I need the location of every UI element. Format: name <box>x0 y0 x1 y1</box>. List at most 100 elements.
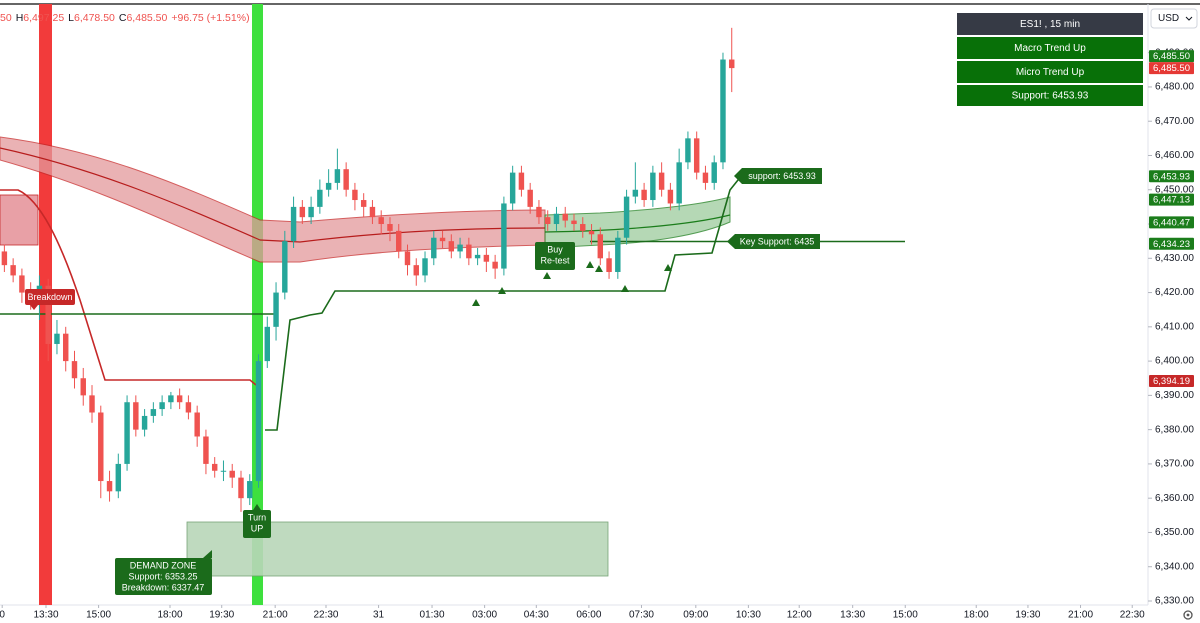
header-item: 6,485.50 <box>126 12 167 24</box>
candle-body <box>176 395 183 403</box>
x-tick-label: 06:00 <box>576 610 601 621</box>
candle-body <box>255 361 262 482</box>
candle-body <box>527 189 533 207</box>
candle-body <box>492 261 498 269</box>
y-tick-label: 6,410.00 <box>1155 321 1194 332</box>
turn-up-label: UP <box>251 523 264 533</box>
price-tag <box>1149 170 1194 183</box>
candle-body <box>168 395 174 403</box>
candle-body <box>501 203 507 269</box>
price-tag <box>1149 193 1194 206</box>
price-tag-label: 6,485.50 <box>1153 63 1190 74</box>
candle-body <box>98 412 104 482</box>
candle-body <box>404 251 411 266</box>
turn-up-label: Turn <box>248 512 266 522</box>
demand-zone-label: Support: 6353.25 <box>128 571 197 581</box>
y-tick-label: 6,470.00 <box>1155 116 1194 127</box>
dropdown-arrow <box>1185 16 1193 21</box>
candle-body <box>54 333 60 344</box>
price-tag-label: 6,394.19 <box>1153 376 1190 387</box>
y-tick-label: 6,340.00 <box>1155 561 1194 572</box>
breakdown-label: Breakdown <box>27 292 72 302</box>
green-ribbon-midline <box>544 214 731 233</box>
price-tag <box>1149 237 1194 250</box>
ohlc-header: 50 H 6,497.25 L 6,478.50 C 6,485.50 +96.75 (+1.… <box>0 12 250 24</box>
buy-retest-label: Buy <box>547 244 563 254</box>
tag-pointer <box>203 550 212 558</box>
candle-body <box>720 59 726 163</box>
green-signal-bar <box>252 4 263 605</box>
plot <box>0 4 905 605</box>
candle-body <box>729 59 735 69</box>
candle-body <box>571 220 577 225</box>
candle-body <box>194 412 200 437</box>
x-tick-label: 07:30 <box>629 610 654 621</box>
settings-icon[interactable] <box>1183 610 1193 620</box>
candle-body <box>606 258 612 272</box>
x-tick-label: 13:30 <box>33 610 58 621</box>
candle-body <box>10 265 16 276</box>
header-item: 6,478.50 <box>74 12 115 24</box>
settings-icon-core <box>1186 613 1190 617</box>
y-tick-label: 6,430.00 <box>1155 253 1194 264</box>
price-tag-label: 6,453.93 <box>1153 171 1190 182</box>
x-tick-label: 01:30 <box>420 610 445 621</box>
y-tick-label: 6,380.00 <box>1155 424 1194 435</box>
candle-body <box>544 217 551 225</box>
candle-body <box>352 189 358 201</box>
key-support-tag <box>727 234 820 249</box>
demand-zone-label: DEMAND ZONE <box>130 560 197 570</box>
candle-body <box>369 206 376 218</box>
candle-body <box>641 189 647 201</box>
candle-body <box>106 481 113 492</box>
x-tick-label: 12:00 <box>787 610 812 621</box>
candle-body <box>580 224 586 231</box>
y-tick-label: 6,360.00 <box>1155 493 1194 504</box>
currency-button[interactable] <box>1150 8 1198 29</box>
price-tag <box>1149 375 1194 388</box>
candle-body <box>711 162 717 183</box>
candle-body <box>431 237 437 259</box>
candle-body <box>439 237 446 242</box>
candle-body <box>658 172 665 190</box>
triangle <box>586 261 594 268</box>
candle-body <box>115 463 122 492</box>
candle-body <box>387 224 393 231</box>
candle-body <box>141 415 148 430</box>
header-item: +96.75 (+1.51%) <box>171 12 249 24</box>
candle-body <box>325 182 332 190</box>
candle-body <box>509 172 516 204</box>
y-tick-label: 6,390.00 <box>1155 390 1194 401</box>
candle-body <box>676 162 682 204</box>
y-tick-label: 6,450.00 <box>1155 184 1194 195</box>
panel-text: Macro Trend Up <box>1014 43 1086 54</box>
red-ribbon-midline <box>0 147 546 243</box>
header-item: C <box>119 12 127 24</box>
candle-body <box>474 254 481 259</box>
x-tick-label: 18:00 <box>157 610 182 621</box>
x-tick-label: 18:00 <box>964 610 989 621</box>
candle-body <box>518 172 525 190</box>
x-tick-label: 15:00 <box>893 610 918 621</box>
candle-body <box>597 234 604 259</box>
candle-body <box>71 361 78 379</box>
price-tag-label: 6,434.23 <box>1153 239 1190 250</box>
candle-body <box>413 265 419 276</box>
triangle <box>621 285 629 292</box>
support-label: support: 6453.93 <box>748 171 816 181</box>
triangle <box>543 272 551 279</box>
x-tick-label: 22:30 <box>313 610 338 621</box>
candle-body <box>1 251 8 266</box>
triangle <box>664 264 672 271</box>
x-tick-label: 21:00 <box>1068 610 1093 621</box>
panel-text: Micro Trend Up <box>1016 67 1085 78</box>
candle-body <box>360 200 367 207</box>
y-tick-label: 6,330.00 <box>1155 596 1194 607</box>
candle-body <box>422 258 428 276</box>
panel-title-box <box>957 13 1143 35</box>
header-item: L <box>68 12 74 24</box>
candle-body <box>133 402 139 430</box>
header-item: H <box>16 12 24 24</box>
candle-body <box>273 292 279 327</box>
candle-body <box>562 213 568 221</box>
